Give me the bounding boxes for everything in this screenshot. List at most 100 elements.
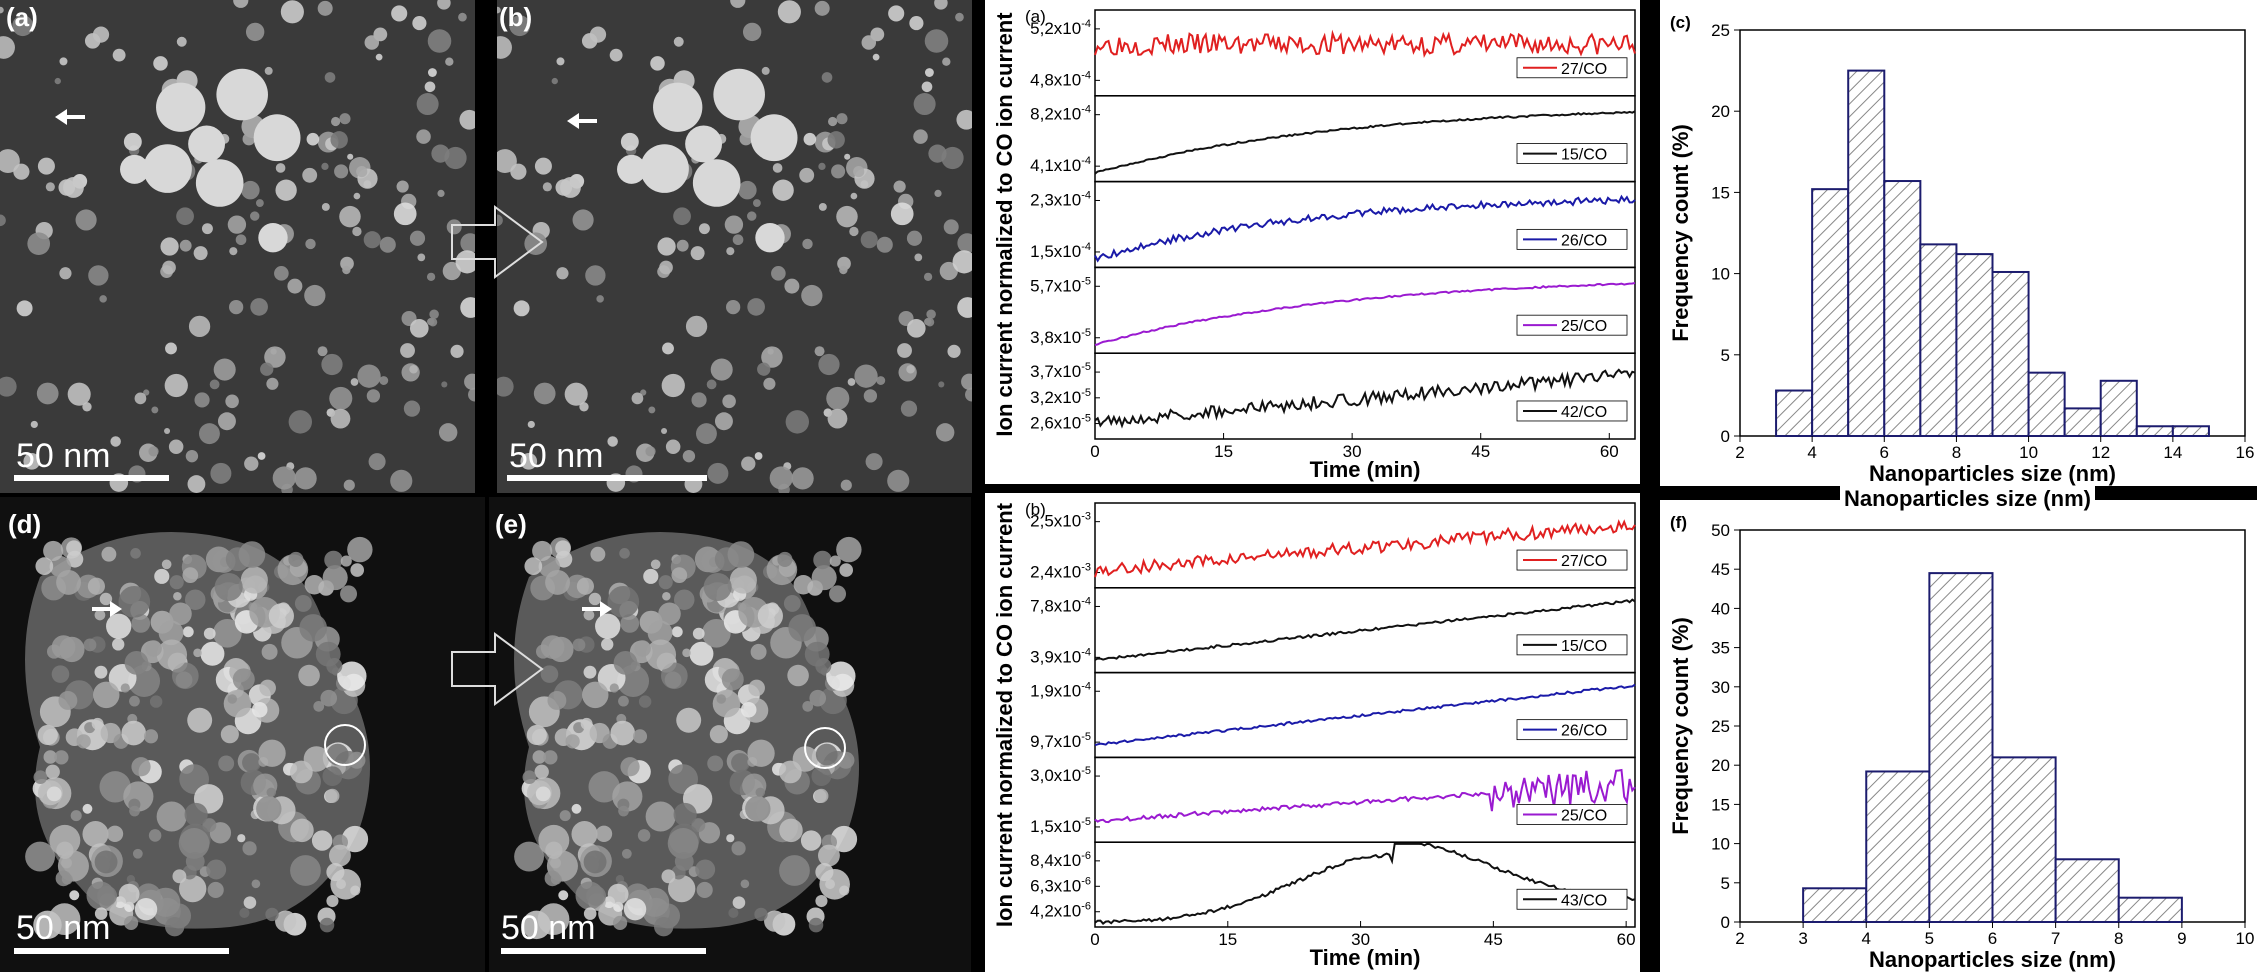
panel-label: (b) xyxy=(1025,500,1046,519)
legend-box xyxy=(1516,400,1628,422)
nanoparticle xyxy=(654,917,674,937)
nanoparticle xyxy=(559,810,571,822)
nanoparticle xyxy=(779,818,803,843)
nanoparticle xyxy=(754,452,763,460)
nanoparticle xyxy=(769,466,793,490)
scale-bar-label: 50 nm xyxy=(501,909,596,947)
nanoparticle xyxy=(446,219,462,235)
nanoparticle xyxy=(51,665,70,683)
nanoparticle xyxy=(661,373,685,398)
nanoparticle xyxy=(173,591,182,601)
nanoparticle xyxy=(921,81,933,93)
nanoparticle xyxy=(648,406,656,414)
nanoparticle xyxy=(409,230,426,246)
nanoparticle xyxy=(213,618,242,648)
nanoparticle xyxy=(712,689,741,718)
nanoparticle xyxy=(876,376,886,385)
x-tick-label: 60 xyxy=(1600,442,1619,461)
nanoparticle xyxy=(913,129,928,144)
nanoparticle xyxy=(185,852,205,871)
nanoparticle xyxy=(707,755,724,772)
nanoparticle xyxy=(288,410,313,434)
legend-box xyxy=(1516,719,1628,741)
nanoparticle xyxy=(0,6,4,14)
nanoparticle xyxy=(844,153,851,160)
x-tick-label: 30 xyxy=(1343,442,1362,461)
nanoparticle xyxy=(645,639,677,670)
nanoparticle xyxy=(123,132,142,151)
nanoparticle xyxy=(379,236,396,253)
nanoparticle xyxy=(229,247,238,256)
nanoparticle xyxy=(623,897,647,921)
nanoparticle xyxy=(815,863,834,882)
nanoparticle xyxy=(861,35,877,50)
nanoparticle xyxy=(657,237,676,256)
nanoparticle xyxy=(250,298,268,316)
nanoparticle xyxy=(210,462,232,484)
nanoparticle xyxy=(865,453,883,471)
nanoparticle xyxy=(209,379,220,390)
nanoparticle xyxy=(290,855,321,886)
nanoparticle xyxy=(94,850,118,874)
x-tick-label: 9 xyxy=(2177,929,2186,948)
nanoparticle xyxy=(702,618,731,648)
nanoparticle xyxy=(326,743,349,766)
y-tick-label: 0 xyxy=(1721,427,1730,446)
nanoparticle xyxy=(893,180,906,193)
nanoparticle xyxy=(818,162,826,171)
nanoparticle xyxy=(637,829,651,842)
nanoparticle xyxy=(761,346,783,368)
ion-current-series xyxy=(1094,194,1636,263)
nanoparticle xyxy=(821,72,833,83)
nanoparticle xyxy=(393,202,417,226)
nanoparticle xyxy=(691,392,707,408)
nanoparticle xyxy=(324,72,336,83)
nanoparticle xyxy=(802,238,813,250)
y-tick-label: 40 xyxy=(1711,599,1730,618)
nanoparticle xyxy=(227,694,238,704)
nanoparticle xyxy=(909,15,924,31)
nanoparticle xyxy=(860,231,878,249)
nanoparticle xyxy=(601,638,614,651)
nanoparticle xyxy=(48,903,81,936)
nanoparticle xyxy=(444,146,467,170)
nanoparticle xyxy=(556,57,565,66)
nanoparticle xyxy=(815,894,828,908)
nanoparticle xyxy=(46,786,62,802)
nanoparticle xyxy=(244,456,259,471)
arrow-left-icon xyxy=(567,113,597,129)
nanoparticle xyxy=(935,423,955,442)
nanoparticle xyxy=(673,802,697,827)
nanoparticle xyxy=(83,638,97,652)
nanoparticle xyxy=(375,53,383,61)
nanoparticle xyxy=(313,700,325,712)
nanoparticle xyxy=(43,750,57,764)
nanoparticle xyxy=(258,223,288,253)
y-tick-label: 5 xyxy=(1721,874,1730,893)
nanoparticle xyxy=(337,661,367,691)
nanoparticle xyxy=(685,315,708,338)
strip-frame xyxy=(1094,266,1636,354)
nanoparticle xyxy=(165,917,185,937)
nanoparticle xyxy=(431,144,450,163)
nanoparticle xyxy=(689,641,714,666)
nanoparticle xyxy=(438,423,458,442)
nanoparticle xyxy=(63,177,84,198)
nanoparticle xyxy=(673,207,691,226)
y-tick-label: 30 xyxy=(1711,678,1730,697)
nanoparticle xyxy=(66,540,82,556)
nanoparticle xyxy=(752,199,761,207)
nanoparticle xyxy=(817,844,840,867)
nanoparticle xyxy=(178,828,210,859)
nanoparticle xyxy=(811,565,837,591)
nanoparticle xyxy=(235,234,247,246)
nanoparticle xyxy=(596,295,604,303)
legend-label: 15/CO xyxy=(1561,638,1607,655)
nanoparticle xyxy=(124,901,135,913)
nanoparticle xyxy=(148,829,162,842)
nanoparticle xyxy=(814,788,829,803)
nanoparticle xyxy=(540,665,559,683)
x-tick-label: 16 xyxy=(2236,443,2255,462)
y-tick-label: 2,6x10-5 xyxy=(1030,413,1091,433)
nanoparticle xyxy=(379,376,389,385)
